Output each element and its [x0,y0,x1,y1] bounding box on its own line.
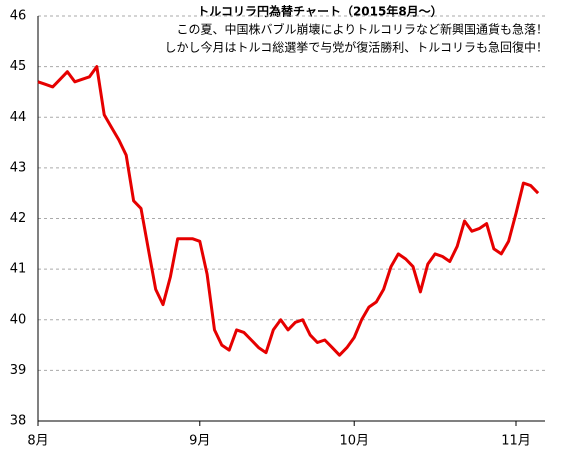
y-tick-label: 46 [10,9,27,24]
x-tick-label: 9月 [189,434,210,449]
chart-subtitle: この夏、中国株バブル崩壊によりトルコリラなど新興国通貨も急落！ [176,22,548,37]
y-tick-label: 43 [10,160,27,175]
y-tick-label: 39 [10,363,27,378]
chart-subtitle: しかし今月はトルコ総選挙で与党が復活勝利、トルコリラも急回復中！ [164,40,548,55]
line [37,65,540,357]
y-tick-label: 42 [10,211,27,226]
x-tick-label: 11月 [501,434,531,449]
y-tick-label: 45 [10,59,27,74]
x-tick-label: 10月 [339,434,369,449]
y-tick-label: 44 [10,110,27,125]
x-tick-label: 8月 [27,434,48,449]
y-tick-label: 38 [10,414,27,429]
chart-title: トルコリラ円為替チャート（2015年8月～） [197,4,442,19]
y-tick-label: 40 [10,312,27,327]
y-tick-label: 41 [10,262,27,277]
